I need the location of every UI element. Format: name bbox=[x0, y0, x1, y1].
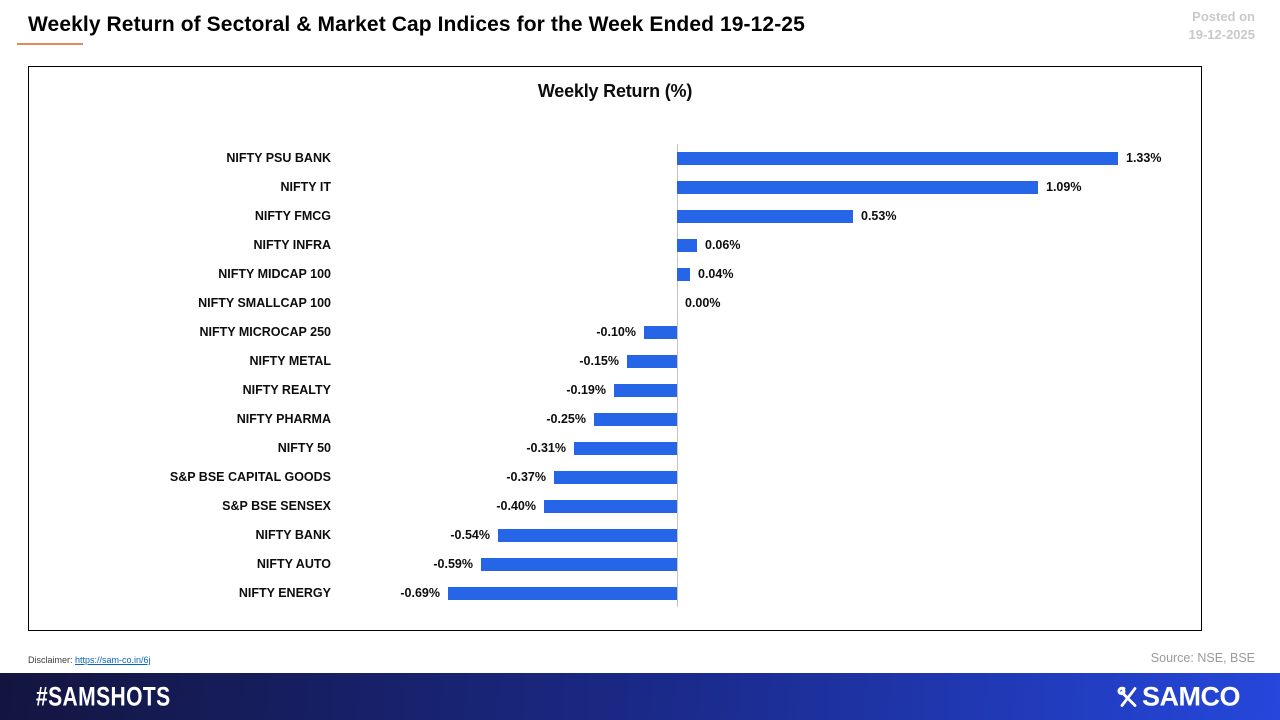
chart-row: NIFTY BANK -0.54% bbox=[29, 521, 1201, 550]
category-label: NIFTY PSU BANK bbox=[226, 151, 331, 165]
value-label: -0.19% bbox=[566, 383, 606, 397]
category-label: NIFTY INFRA bbox=[253, 238, 331, 252]
bar bbox=[481, 558, 677, 571]
bar bbox=[554, 471, 677, 484]
category-label: NIFTY 50 bbox=[277, 441, 331, 455]
chart-row: NIFTY SMALLCAP 100 0.00% bbox=[29, 289, 1201, 318]
value-label: -0.15% bbox=[579, 354, 619, 368]
bar bbox=[627, 355, 677, 368]
bar bbox=[677, 210, 853, 223]
bar bbox=[644, 326, 677, 339]
samco-logo: SAMCO bbox=[1116, 681, 1241, 712]
value-label: 0.06% bbox=[705, 238, 741, 252]
disclaimer-label: Disclaimer: bbox=[28, 655, 73, 665]
category-label: NIFTY REALTY bbox=[242, 383, 331, 397]
value-label: -0.54% bbox=[450, 528, 490, 542]
category-label: NIFTY IT bbox=[280, 180, 331, 194]
chart-row: NIFTY INFRA 0.06% bbox=[29, 231, 1201, 260]
category-label: NIFTY SMALLCAP 100 bbox=[198, 296, 331, 310]
bar bbox=[677, 239, 697, 252]
chart-row: NIFTY MICROCAP 250 -0.10% bbox=[29, 318, 1201, 347]
value-label: 0.53% bbox=[861, 209, 897, 223]
bar bbox=[574, 442, 677, 455]
value-label: -0.37% bbox=[506, 470, 546, 484]
posted-on-label: Posted on 19-12-2025 bbox=[1189, 8, 1256, 44]
chart-title: Weekly Return (%) bbox=[537, 81, 693, 101]
source-label: Source: NSE, BSE bbox=[1150, 651, 1255, 665]
samco-logo-icon bbox=[1117, 686, 1137, 707]
value-label: -0.10% bbox=[596, 325, 636, 339]
chart-row: NIFTY 50 -0.31% bbox=[29, 434, 1201, 463]
chart-row: S&P BSE SENSEX -0.40% bbox=[29, 492, 1201, 521]
value-label: 0.04% bbox=[698, 267, 734, 281]
category-label: S&P BSE SENSEX bbox=[222, 499, 331, 513]
category-label: NIFTY MICROCAP 250 bbox=[199, 325, 331, 339]
value-label: -0.69% bbox=[400, 586, 440, 600]
chart-row: NIFTY REALTY -0.19% bbox=[29, 376, 1201, 405]
samshots-hashtag: #SAMSHOTS bbox=[36, 681, 171, 711]
posted-on-text: Posted on bbox=[1192, 9, 1255, 24]
chart-row: NIFTY FMCG 0.53% bbox=[29, 202, 1201, 231]
value-label: -0.25% bbox=[546, 412, 586, 426]
bar bbox=[594, 413, 677, 426]
bar bbox=[544, 500, 677, 513]
category-label: NIFTY ENERGY bbox=[238, 586, 331, 600]
value-label: -0.31% bbox=[526, 441, 566, 455]
category-label: NIFTY FMCG bbox=[254, 209, 331, 223]
brand-bar: #SAMSHOTS SAMCO bbox=[0, 673, 1280, 720]
bar bbox=[677, 181, 1038, 194]
bar bbox=[448, 587, 677, 600]
value-label: 0.00% bbox=[685, 296, 721, 310]
disclaimer: Disclaimer: https://sam-co.in/6j bbox=[28, 655, 151, 665]
chart-row: NIFTY PHARMA -0.25% bbox=[29, 405, 1201, 434]
category-label: S&P BSE CAPITAL GOODS bbox=[169, 470, 331, 484]
category-label: NIFTY MIDCAP 100 bbox=[218, 267, 331, 281]
chart-row: NIFTY ENERGY -0.69% bbox=[29, 579, 1201, 608]
category-label: NIFTY METAL bbox=[249, 354, 331, 368]
zero-axis-line bbox=[677, 144, 678, 607]
category-label: NIFTY AUTO bbox=[256, 557, 331, 571]
bar bbox=[498, 529, 677, 542]
chart-row: NIFTY METAL -0.15% bbox=[29, 347, 1201, 376]
bar bbox=[677, 152, 1118, 165]
title-accent-underline bbox=[17, 43, 83, 45]
chart-row: NIFTY MIDCAP 100 0.04% bbox=[29, 260, 1201, 289]
value-label: -0.40% bbox=[496, 499, 536, 513]
value-label: 1.09% bbox=[1046, 180, 1082, 194]
weekly-return-chart: Weekly Return (%) NIFTY PSU BANK 1.33% NIF… bbox=[28, 66, 1202, 631]
bar bbox=[614, 384, 677, 397]
chart-row: NIFTY PSU BANK 1.33% bbox=[29, 144, 1201, 173]
bar bbox=[677, 268, 690, 281]
chart-row: NIFTY IT 1.09% bbox=[29, 173, 1201, 202]
category-label: NIFTY PHARMA bbox=[236, 412, 331, 426]
value-label: 1.33% bbox=[1126, 151, 1162, 165]
chart-rows: NIFTY PSU BANK 1.33% NIFTY IT 1.09% NIFTY FM… bbox=[29, 144, 1201, 608]
page-title: Weekly Return of Sectoral & Market Cap I… bbox=[28, 13, 805, 36]
category-label: NIFTY BANK bbox=[255, 528, 331, 542]
chart-row: S&P BSE CAPITAL GOODS -0.37% bbox=[29, 463, 1201, 492]
disclaimer-link[interactable]: https://sam-co.in/6j bbox=[75, 655, 151, 665]
chart-row: NIFTY AUTO -0.59% bbox=[29, 550, 1201, 579]
value-label: -0.59% bbox=[433, 557, 473, 571]
samco-logo-text: SAMCO bbox=[1142, 681, 1241, 711]
posted-on-date: 19-12-2025 bbox=[1188, 27, 1256, 42]
